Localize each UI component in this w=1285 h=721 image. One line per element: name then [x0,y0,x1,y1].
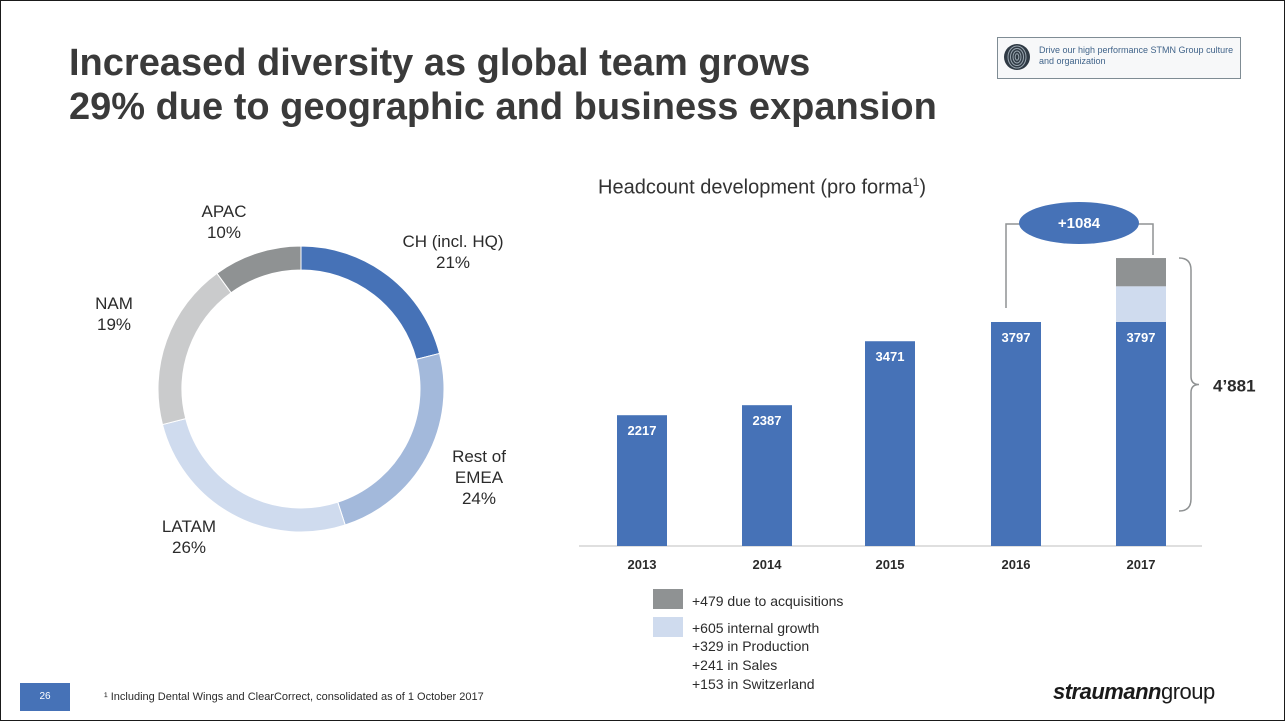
bar-value-label-2014: 2387 [753,413,782,428]
donut-label-0: CH (incl. HQ) 21% [402,232,504,272]
legend-swatch-internal [653,617,683,637]
bar-value-label-2016: 3797 [1002,330,1031,345]
donut-label-1: Rest of EMEA 24% [452,447,506,508]
total-brace [1178,257,1200,512]
legend-text-acquisitions: +479 due to acquisitions [692,593,844,609]
legend-text-production: +329 in Production [692,638,810,654]
legend-text-sales: +241 in Sales [692,657,778,673]
legend-text-internal-growth: +605 internal growth [692,620,820,636]
badge-text: Drive our high performance STMN Group cu… [1039,45,1234,66]
increase-bracket-right [1136,223,1154,256]
legend-swatch-acquisitions [653,589,683,609]
x-tick-label-2017: 2017 [1127,557,1156,572]
bar-value-label-2015: 3471 [876,349,905,364]
footnote: ¹ Including Dental Wings and ClearCorrec… [104,691,484,703]
page-number: 26 [20,683,70,711]
x-tick-label-2016: 2016 [1002,557,1031,572]
total-label: 4’881 [1213,377,1256,396]
bar-value-label-2017: 3797 [1127,330,1156,345]
title-line-2: 29% due to geographic and business expan… [69,86,937,128]
legend-text-switzerland: +153 in Switzerland [692,676,815,692]
increase-bubble [1019,202,1139,244]
bar-2017-segment-internal-growth [1116,286,1166,322]
x-tick-label-2014: 2014 [753,557,783,572]
fingerprint-icon [1004,44,1030,70]
brand-logo: straumanngroup [1053,679,1215,704]
bar-chart-title: Headcount development (pro forma1) [598,175,926,199]
title-line-1: Increased diversity as global team grows [69,42,811,84]
bar-2013 [617,415,667,546]
donut-label-4: APAC 10% [201,202,247,242]
bar-2016 [991,322,1041,546]
slide-title: Increased diversity as global team grows… [69,41,937,129]
x-tick-label-2013: 2013 [628,557,657,572]
strategy-badge: Drive our high performance STMN Group cu… [997,37,1241,79]
bar-2014 [742,405,792,546]
bar-2015 [865,341,915,546]
donut-label-2: LATAM 26% [161,517,217,557]
bar-2017 [1116,322,1166,546]
x-tick-label-2015: 2015 [876,557,905,572]
donut-label-3: NAM 19% [95,294,133,334]
bar-2017-segment-acquisitions [1116,258,1166,287]
donut-slice-apac [216,245,302,294]
increase-label: +1084 [1058,215,1101,232]
increase-bracket-left [1005,223,1023,308]
bar-value-label-2013: 2217 [628,423,657,438]
